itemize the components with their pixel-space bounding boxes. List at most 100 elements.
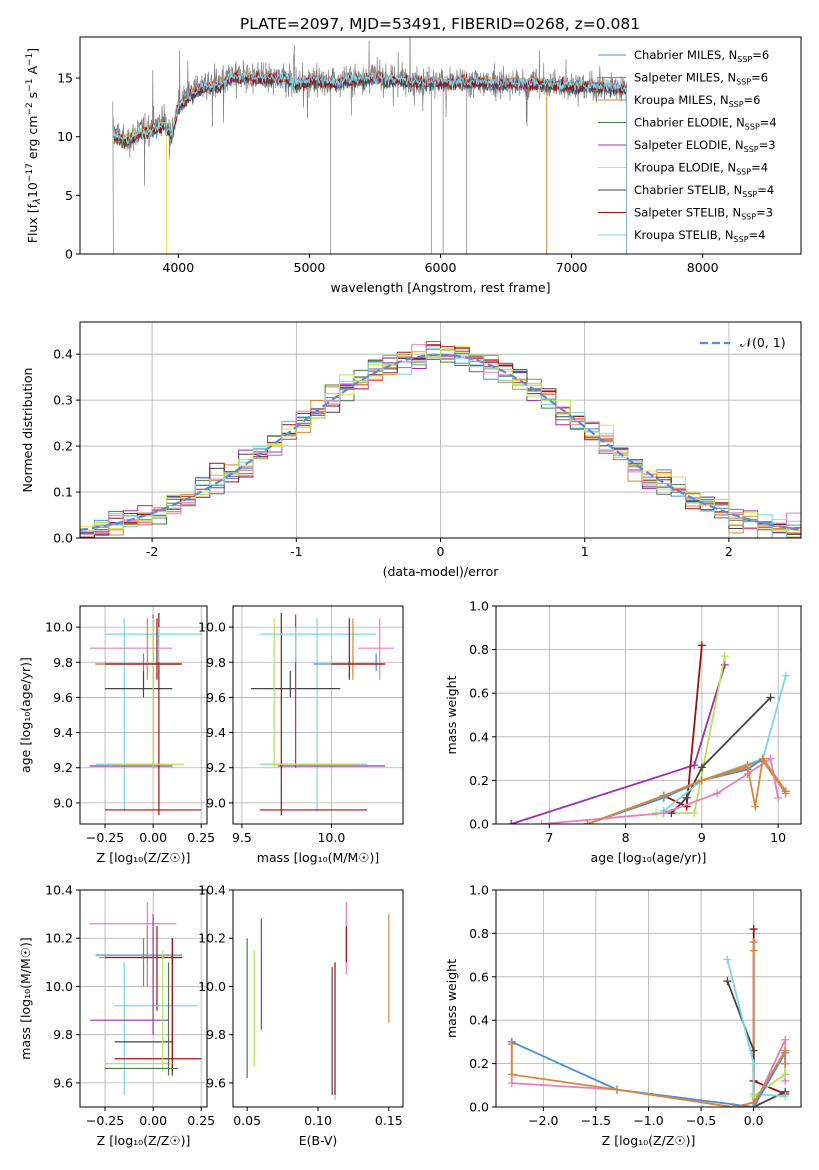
legend-sub: SSP bbox=[736, 168, 751, 177]
y-tick-label: 9.6 bbox=[206, 1075, 226, 1090]
x-axis-label: age [log₁₀(age/yr)] bbox=[591, 850, 707, 865]
x-tick-label: −0.25 bbox=[86, 1113, 124, 1128]
x-axis-label: Z [log₁₀(Z/Z☉)] bbox=[97, 850, 191, 865]
plot-area bbox=[89, 902, 202, 1095]
axes-frame bbox=[232, 605, 404, 825]
legend-n-value: =4 bbox=[757, 183, 774, 197]
y-tick-label: 5 bbox=[65, 188, 73, 203]
normal-distribution-curve bbox=[80, 353, 801, 531]
y-tick-label: 10.0 bbox=[198, 620, 226, 635]
y-label-part: λ bbox=[32, 198, 43, 205]
y-tick-label: 0.3 bbox=[53, 393, 73, 408]
errorbar-point bbox=[331, 618, 386, 680]
x-axis-label: mass [log₁₀(M/M☉)] bbox=[257, 850, 379, 865]
y-tick-label: 0.2 bbox=[469, 1056, 489, 1071]
y-tick-label: 10.4 bbox=[45, 883, 73, 898]
legend-entry: Kroupa STELIB, NSSP=4 bbox=[634, 228, 765, 244]
y-tick-label: 9.6 bbox=[206, 690, 226, 705]
legend-n-value: =4 bbox=[749, 228, 766, 242]
y-tick-label: 0.2 bbox=[469, 773, 489, 788]
y-tick-label: 0.1 bbox=[53, 485, 73, 500]
errorbar-point bbox=[105, 671, 173, 698]
mass-weight-marker bbox=[583, 820, 592, 824]
mass-weight-marker bbox=[697, 763, 706, 772]
legend-n: , N bbox=[721, 48, 737, 62]
x-tick-label: 10.0 bbox=[317, 830, 345, 845]
errorbar-point bbox=[99, 926, 182, 987]
y-tick-label: 9.6 bbox=[53, 1075, 73, 1090]
mass-weight-marker bbox=[781, 787, 790, 796]
errorbar-point bbox=[259, 618, 368, 812]
legend-sub: SSP bbox=[737, 55, 752, 64]
mass-weight-marker bbox=[774, 793, 783, 802]
x-tick-label: −1.0 bbox=[633, 1113, 663, 1128]
y-tick-label: 9.0 bbox=[206, 795, 226, 810]
y-tick-label: 10.2 bbox=[45, 931, 73, 946]
legend: Chabrier MILES, NSSP=6 Salpeter MILES, NS… bbox=[598, 48, 777, 244]
y-tick-label: 10.0 bbox=[45, 979, 73, 994]
legend-n-value: =6 bbox=[744, 93, 761, 107]
observed-spectrum-line bbox=[112, 37, 627, 254]
mass-weight-marker bbox=[507, 820, 516, 824]
mass-weight-marker bbox=[781, 1059, 790, 1068]
mass-weight-vs-age-panel: 7 8 9 10 0.0 0.2 0.4 0.6 0.8 1.0 age [log₁₀(age/yr… bbox=[444, 599, 802, 865]
y-tick-label: 0.2 bbox=[53, 439, 73, 454]
mass-weight-marker bbox=[749, 925, 758, 934]
legend-entry: Chabrier MILES, NSSP=6 bbox=[634, 48, 769, 64]
mass-weight-marker bbox=[781, 1035, 790, 1044]
age-vs-metallicity-panel: −0.25 0.00 0.25 9.0 9.2 9.4 9.6 9.8 10.0 Z [log₁₀… bbox=[18, 605, 215, 865]
y-label-part: A bbox=[25, 66, 40, 79]
plot-area bbox=[246, 902, 390, 1100]
errorbar-point bbox=[259, 627, 377, 663]
legend-n-value: =3 bbox=[756, 206, 773, 220]
mass-weight-marker bbox=[766, 693, 775, 702]
mass-weight-marker bbox=[749, 946, 758, 955]
mass-weight-marker bbox=[507, 1079, 516, 1088]
y-axis-label: mass weight bbox=[444, 675, 459, 754]
y-tick-label: 0.0 bbox=[469, 817, 489, 832]
y-tick-label: 10.2 bbox=[198, 931, 226, 946]
residual-histogram-step bbox=[80, 349, 801, 531]
axes-frame bbox=[495, 605, 802, 825]
y-axis-label: Flux [fλ10−17 erg cm−2 s−1 A−1] bbox=[25, 48, 43, 243]
plot-area bbox=[80, 341, 801, 538]
legend-sub: SSP bbox=[745, 123, 760, 132]
x-axis-label: E(B-V) bbox=[299, 1133, 338, 1148]
mass-weight-series-line bbox=[726, 959, 786, 1098]
errorbar-point bbox=[105, 926, 182, 1011]
y-tick-label: 9.2 bbox=[206, 760, 226, 775]
plot-area bbox=[507, 925, 790, 1107]
grid bbox=[80, 606, 207, 824]
mass-weight-marker bbox=[758, 754, 767, 763]
axes-frame bbox=[232, 889, 404, 1108]
mass-weight-marker bbox=[723, 955, 732, 964]
grid bbox=[233, 606, 403, 824]
mass-weight-marker bbox=[728, 1103, 737, 1107]
mass-weight-marker bbox=[723, 977, 732, 986]
legend-n: , N bbox=[713, 93, 729, 107]
age-vs-mass-panel: 9.5 10.0 9.0 9.2 9.4 9.6 9.8 10.0 mass [log₁₀(M/… bbox=[198, 605, 404, 865]
legend-entry: Chabrier STELIB, NSSP=4 bbox=[634, 183, 774, 199]
y-tick-label: 9.4 bbox=[53, 725, 73, 740]
mass-weight-marker bbox=[720, 652, 729, 661]
mass-weight-marker bbox=[720, 660, 729, 669]
y-tick-label: 9.2 bbox=[53, 760, 73, 775]
grid bbox=[80, 889, 207, 1107]
mass-weight-marker bbox=[507, 1070, 516, 1079]
y-tick-label: 10 bbox=[57, 129, 73, 144]
mass-weight-vs-metallicity-panel: −2.0 −1.5 −1.0 −0.5 0.0 0.0 0.2 0.4 0.6 0.8 1.0 Z [… bbox=[444, 883, 802, 1148]
plot-area bbox=[250, 613, 395, 816]
errorbar-point bbox=[95, 938, 182, 987]
legend-n: , N bbox=[720, 161, 736, 175]
mass-weight-marker bbox=[751, 802, 760, 811]
y-tick-label: 0.4 bbox=[53, 347, 73, 362]
y-axis-label: Normed distribution bbox=[20, 368, 35, 493]
legend-sub: SSP bbox=[744, 145, 759, 154]
legend-entry: Salpeter MILES, NSSP=6 bbox=[634, 71, 768, 87]
x-tick-label: 0.25 bbox=[187, 830, 215, 845]
mass-weight-marker bbox=[659, 809, 668, 818]
mass-weight-series-line bbox=[541, 757, 779, 824]
y-tick-label: 1.0 bbox=[469, 883, 489, 898]
y-tick-label: 10.0 bbox=[45, 620, 73, 635]
x-tick-label: 10 bbox=[770, 830, 786, 845]
